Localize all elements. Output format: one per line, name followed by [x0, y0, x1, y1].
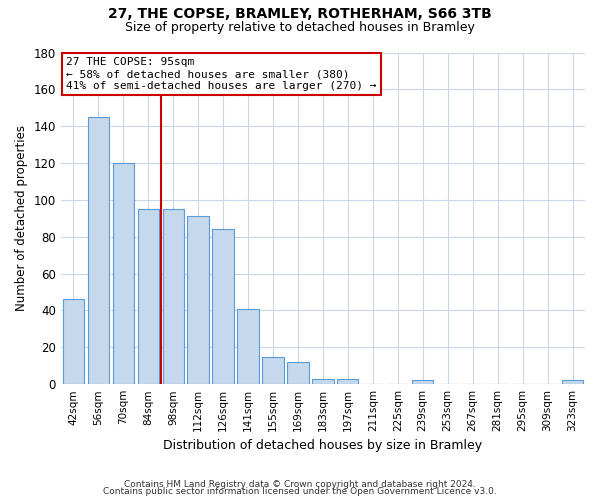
- Bar: [262, 356, 284, 384]
- Text: Contains public sector information licensed under the Open Government Licence v3: Contains public sector information licen…: [103, 487, 497, 496]
- Bar: [163, 209, 184, 384]
- Text: 27, THE COPSE, BRAMLEY, ROTHERHAM, S66 3TB: 27, THE COPSE, BRAMLEY, ROTHERHAM, S66 3…: [108, 8, 492, 22]
- Bar: [312, 378, 334, 384]
- Bar: [187, 216, 209, 384]
- Bar: [137, 209, 159, 384]
- Text: 27 THE COPSE: 95sqm
← 58% of detached houses are smaller (380)
41% of semi-detac: 27 THE COPSE: 95sqm ← 58% of detached ho…: [66, 58, 377, 90]
- Bar: [412, 380, 433, 384]
- Bar: [287, 362, 308, 384]
- Bar: [337, 378, 358, 384]
- Bar: [562, 380, 583, 384]
- Bar: [88, 117, 109, 384]
- X-axis label: Distribution of detached houses by size in Bramley: Distribution of detached houses by size …: [163, 440, 482, 452]
- Bar: [238, 308, 259, 384]
- Y-axis label: Number of detached properties: Number of detached properties: [15, 126, 28, 312]
- Bar: [212, 230, 233, 384]
- Bar: [113, 163, 134, 384]
- Bar: [62, 300, 84, 384]
- Text: Size of property relative to detached houses in Bramley: Size of property relative to detached ho…: [125, 21, 475, 34]
- Text: Contains HM Land Registry data © Crown copyright and database right 2024.: Contains HM Land Registry data © Crown c…: [124, 480, 476, 489]
